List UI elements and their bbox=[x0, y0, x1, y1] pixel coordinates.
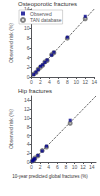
svg-text:10: 10 bbox=[72, 164, 78, 170]
svg-text:2: 2 bbox=[39, 79, 42, 85]
svg-text:8: 8 bbox=[27, 35, 30, 41]
svg-text:2: 2 bbox=[27, 64, 30, 70]
svg-text:Observed risk (%): Observed risk (%) bbox=[8, 23, 14, 63]
svg-text:4: 4 bbox=[47, 164, 50, 170]
svg-text:4: 4 bbox=[48, 79, 51, 85]
svg-text:8: 8 bbox=[64, 164, 67, 170]
svg-text:4: 4 bbox=[27, 55, 30, 61]
svg-text:8: 8 bbox=[66, 79, 69, 85]
svg-text:12: 12 bbox=[82, 79, 88, 85]
svg-text:10: 10 bbox=[74, 79, 80, 85]
svg-text:0: 0 bbox=[30, 164, 33, 170]
svg-text:Hip fractures: Hip fractures bbox=[18, 88, 52, 94]
svg-text:0: 0 bbox=[30, 79, 33, 85]
svg-text:10-year predicted global fract: 10-year predicted global fractures (%) bbox=[12, 174, 88, 179]
svg-text:0: 0 bbox=[26, 159, 30, 165]
svg-text:2: 2 bbox=[39, 164, 42, 170]
svg-text:4: 4 bbox=[27, 141, 30, 147]
svg-text:6: 6 bbox=[57, 79, 60, 85]
svg-text:10: 10 bbox=[24, 25, 30, 31]
svg-text:8: 8 bbox=[27, 124, 30, 130]
svg-text:2: 2 bbox=[27, 150, 30, 156]
svg-text:Observed risk (%): Observed risk (%) bbox=[8, 109, 14, 149]
svg-text:14: 14 bbox=[89, 164, 95, 170]
svg-text:14: 14 bbox=[24, 97, 30, 103]
svg-text:Observed: Observed bbox=[30, 11, 52, 17]
svg-text:12: 12 bbox=[80, 164, 86, 170]
svg-text:6: 6 bbox=[56, 164, 59, 170]
svg-text:0: 0 bbox=[26, 74, 30, 80]
svg-text:Osteoporotic fractures: Osteoporotic fractures bbox=[18, 1, 77, 7]
svg-text:14: 14 bbox=[91, 79, 97, 85]
svg-text:TAN database: TAN database bbox=[30, 17, 62, 23]
svg-text:10: 10 bbox=[24, 115, 30, 121]
svg-text:6: 6 bbox=[27, 133, 30, 139]
svg-text:12: 12 bbox=[24, 106, 30, 112]
svg-text:6: 6 bbox=[27, 45, 30, 51]
